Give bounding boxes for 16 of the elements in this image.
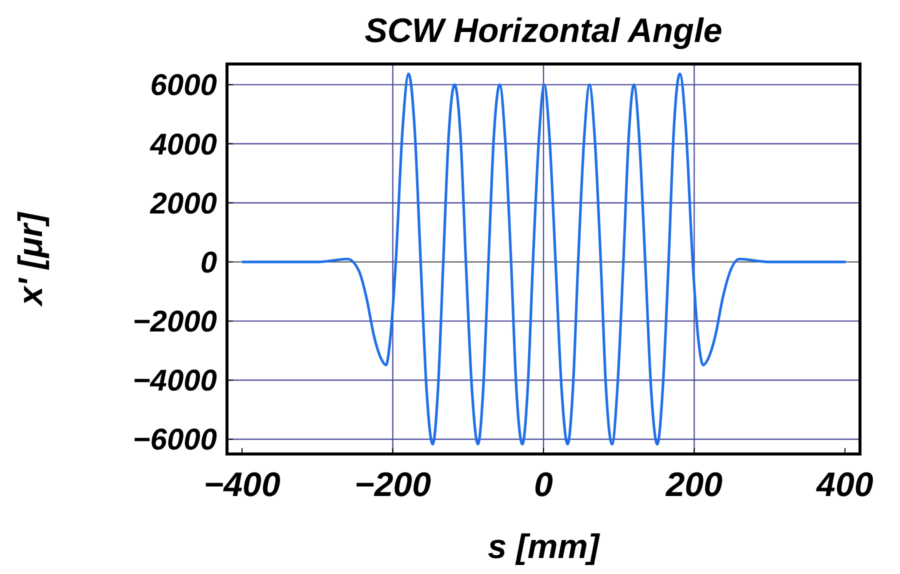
y-tick-label: 0 (200, 246, 218, 280)
y-tick-label: −6000 (132, 424, 218, 457)
y-tick-label: −4000 (132, 364, 218, 398)
line-series (240, 72, 847, 446)
x-tick-label: −200 (354, 466, 432, 504)
y-tick-label: 4000 (149, 128, 218, 162)
y-axis-title: x' [μr] (12, 210, 50, 308)
x-tick-label: −400 (204, 466, 280, 504)
x-tick-label: 400 (816, 466, 874, 504)
y-tick-label: 2000 (149, 187, 218, 220)
y-tick-label: −2000 (132, 306, 218, 339)
x-tick-label: 0 (534, 466, 554, 504)
chart-title: SCW Horizontal Angle (364, 12, 722, 50)
x-tick-label: 200 (664, 466, 723, 504)
y-tick-label: 6000 (150, 69, 218, 102)
x-axis-title: s [mm] (488, 528, 601, 566)
